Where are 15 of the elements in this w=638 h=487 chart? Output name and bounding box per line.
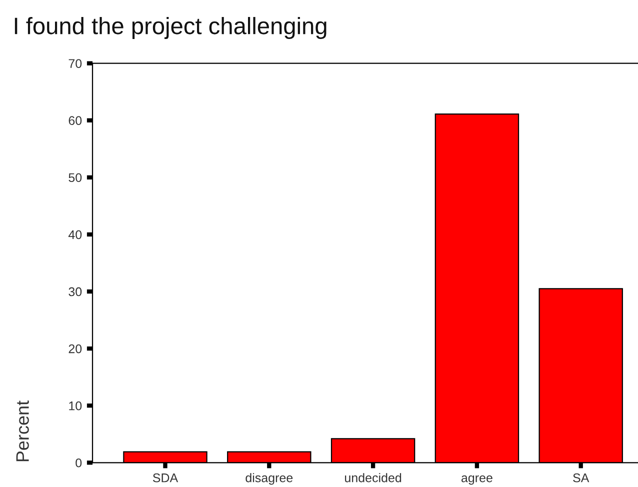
x-tick-label: disagree	[246, 473, 293, 485]
x-tick-label: agree	[462, 475, 492, 485]
y-tick-label: 50	[68, 173, 82, 182]
y-tick-label: 30	[68, 287, 82, 296]
y-tick-label: 20	[68, 344, 82, 354]
y-tick-label: 40	[68, 230, 82, 240]
y-axis-title: Percent	[16, 400, 29, 462]
x-tick-label: undecided	[345, 473, 402, 482]
x-tick-label: SDA	[152, 473, 178, 482]
y-tick-label: 70	[68, 59, 82, 68]
y-tick-label: 0	[76, 458, 82, 468]
x-tick-label: SA	[573, 473, 590, 482]
y-tick-label: 10	[69, 401, 82, 410]
y-tick-label: 60	[68, 116, 82, 126]
chart-title: I found the project challenging	[14, 16, 326, 39]
